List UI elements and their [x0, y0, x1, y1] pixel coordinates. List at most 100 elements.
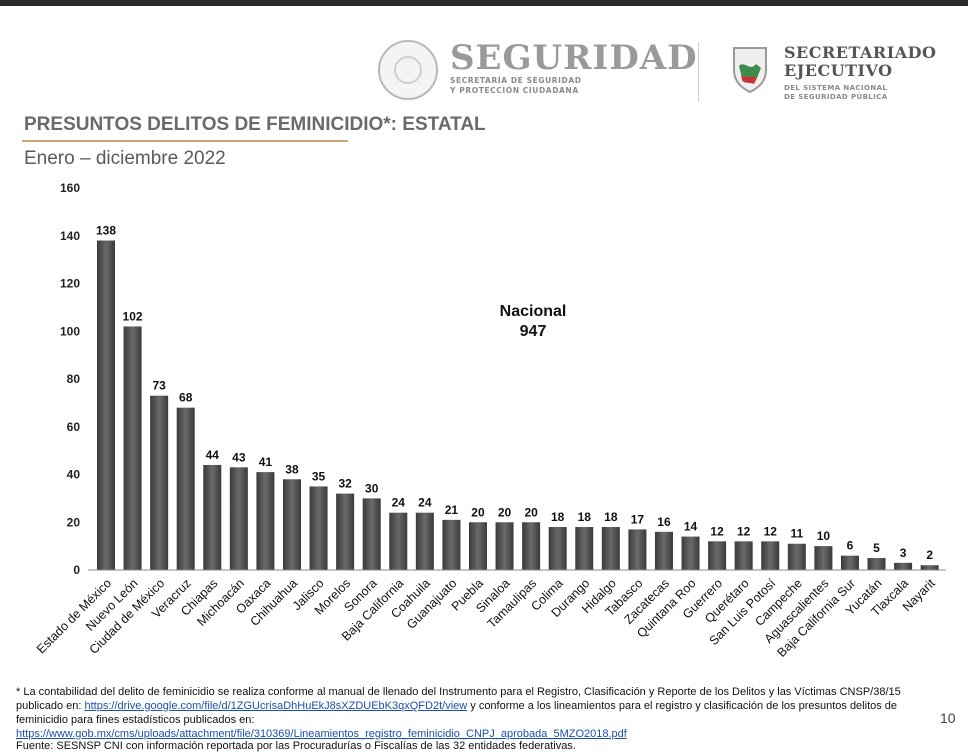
bar	[787, 543, 806, 570]
bar-value-label: 24	[418, 496, 432, 510]
bar	[468, 522, 487, 570]
bar-value-label: 12	[710, 524, 724, 538]
bar	[415, 512, 434, 570]
y-tick-label: 40	[67, 468, 81, 482]
y-axis: 0 20 40 60 80 100 120 140 160	[60, 181, 80, 577]
bar-value-label: 18	[551, 510, 565, 524]
bar-value-label: 138	[96, 224, 116, 238]
logo-divider	[698, 42, 699, 102]
seguridad-logo: SEGURIDAD SECRETARÍA DE SEGURIDAD Y PROT…	[378, 40, 698, 100]
bar	[601, 527, 620, 570]
y-tick-label: 0	[73, 563, 80, 577]
bar	[123, 326, 142, 570]
y-tick-label: 80	[67, 372, 81, 386]
bar	[840, 555, 859, 570]
secretariado-logo: SECRETARIADO EJECUTIVO DEL SISTEMA NACIO…	[730, 44, 936, 102]
bar-value-label: 10	[817, 529, 831, 543]
bar-value-label: 20	[524, 505, 538, 519]
bar	[309, 486, 328, 570]
bar	[495, 522, 514, 570]
bar-value-label: 24	[392, 496, 406, 510]
bar	[867, 558, 886, 570]
bar-value-label: 6	[847, 539, 854, 553]
bar	[176, 407, 195, 570]
shield-icon	[730, 44, 770, 94]
bar-value-label: 38	[285, 462, 299, 476]
secretariado-logo-sub2: DE SEGURIDAD PÚBLICA	[784, 93, 888, 101]
y-tick-label: 100	[60, 324, 80, 338]
bar-value-label: 18	[604, 510, 618, 524]
bar	[256, 472, 275, 570]
bar-value-label: 17	[631, 512, 645, 526]
secretariado-logo-sub1: DEL SISTEMA NACIONAL	[784, 84, 888, 92]
seguridad-logo-word: SEGURIDAD	[450, 38, 698, 78]
bar-value-label: 21	[445, 503, 459, 517]
secretariado-logo-word1: SECRETARIADO	[784, 43, 937, 62]
bar	[628, 529, 647, 570]
national-total-value: 947	[519, 323, 547, 340]
bar	[814, 546, 833, 570]
seguridad-logo-sub1: SECRETARÍA DE SEGURIDAD	[450, 76, 582, 85]
bar	[920, 565, 939, 570]
bar	[575, 527, 594, 570]
bar	[362, 498, 381, 570]
bar	[708, 541, 727, 570]
bar	[522, 522, 541, 570]
bar-value-label: 18	[578, 510, 592, 524]
bar-value-label: 16	[657, 515, 671, 529]
bar-value-label: 2	[926, 548, 933, 562]
bar	[203, 464, 222, 570]
national-seal-icon	[378, 40, 438, 100]
footnote-text-2: y conforme a los lineamientos para el re…	[16, 700, 898, 726]
bar-value-label: 20	[471, 505, 485, 519]
bar	[336, 493, 355, 570]
seguridad-logo-sub2: Y PROTECCIÓN CIUDADANA	[450, 86, 579, 95]
title-underline	[22, 140, 348, 142]
y-tick-label: 20	[67, 515, 81, 529]
bar	[229, 467, 248, 570]
page-title: PRESUNTOS DELITOS DE FEMINICIDIO*: ESTAT…	[24, 114, 486, 135]
bar-value-label: 43	[232, 450, 246, 464]
bar	[548, 527, 567, 570]
bar	[654, 531, 673, 570]
bar-value-label: 5	[873, 541, 880, 555]
y-tick-label: 60	[67, 420, 81, 434]
bar-value-label: 20	[498, 505, 512, 519]
bar-value-label: 44	[206, 448, 220, 462]
footnote-link-gob[interactable]: https://www.gob.mx/cms/uploads/attachmen…	[16, 728, 627, 740]
bar-value-label: 32	[338, 477, 352, 491]
top-bar	[0, 0, 968, 6]
bar-value-label: 3	[900, 546, 907, 560]
bar-value-label: 14	[684, 520, 698, 534]
bar-value-label: 30	[365, 481, 379, 495]
bar-value-label: 68	[179, 391, 193, 405]
y-tick-label: 160	[60, 181, 80, 195]
page-number: 10	[940, 710, 956, 726]
footnote: * La contabilidad del delito de feminici…	[16, 685, 921, 741]
bar	[681, 536, 700, 570]
bar-value-label: 73	[152, 379, 166, 393]
y-tick-label: 120	[60, 277, 80, 291]
footnote-link-drive[interactable]: https://drive.google.com/file/d/1ZGUcris…	[84, 700, 468, 712]
bar-value-label: 102	[123, 309, 143, 323]
footnote-source: Fuente: SESNSP CNI con información repor…	[16, 740, 576, 752]
bar	[282, 479, 301, 570]
footnote-text-1: * La contabilidad del delito de feminici…	[16, 686, 901, 712]
bar-value-label: 12	[764, 524, 778, 538]
bar-value-label: 11	[790, 527, 803, 541]
bar	[442, 519, 461, 570]
bar-value-label: 35	[312, 469, 326, 483]
bar	[734, 541, 753, 570]
bar-value-label: 41	[259, 455, 273, 469]
bar	[389, 512, 408, 570]
national-total: Nacional 947	[475, 302, 591, 342]
page-subtitle: Enero – diciembre 2022	[24, 148, 226, 169]
bar	[894, 562, 913, 570]
national-total-label: Nacional	[499, 303, 567, 320]
bar-value-label: 12	[737, 524, 751, 538]
bar	[97, 240, 115, 570]
y-tick-label: 140	[60, 229, 80, 243]
secretariado-logo-word2: EJECUTIVO	[784, 61, 893, 80]
